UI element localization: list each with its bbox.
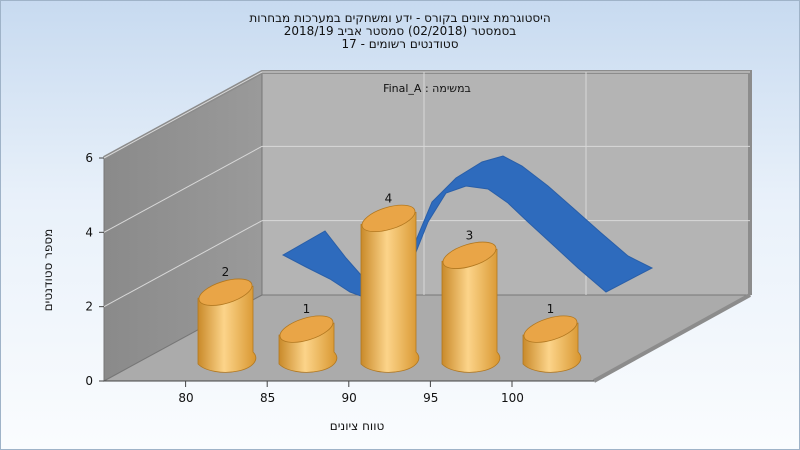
- bar-value-label: 3: [466, 228, 474, 242]
- floor-right-edge: [593, 293, 751, 383]
- bar-value-label: 1: [547, 302, 555, 316]
- gridline-left: [103, 71, 263, 159]
- y-tick-label: 0: [85, 374, 93, 388]
- bar-top: [279, 315, 334, 343]
- x-axis-title: טווח ציונים: [330, 419, 385, 433]
- bar: [197, 278, 257, 373]
- gridlines: [103, 71, 750, 308]
- task-annotation: במשימה : Final_A: [383, 82, 471, 95]
- bar-top: [361, 204, 416, 233]
- chart-title-line-1: היסטוגרמת ציונים בקורס - ידע ומשחקים במע…: [249, 11, 551, 25]
- chart-title-line-3: סטודנטים רשומים - 17: [341, 37, 459, 51]
- bar: [278, 315, 338, 373]
- y-axis-title: מספר סטודנטים: [41, 229, 55, 312]
- bar-top: [442, 241, 497, 269]
- bar: [441, 241, 501, 373]
- gridline-left: [103, 220, 263, 308]
- chart-title-line-2: בסמסטר (02/2018) סמסטר אביב 2018/19: [283, 24, 517, 38]
- labels: 2 1 4 3 1: [222, 191, 555, 316]
- bar: [522, 315, 582, 373]
- x-tick-label: 80: [178, 391, 193, 405]
- bar-top: [198, 278, 253, 306]
- gridline-left: [103, 145, 263, 233]
- bar-value-label: 2: [222, 265, 230, 279]
- bar-top: [523, 315, 578, 343]
- bar-value-label: 4: [385, 191, 393, 205]
- x-tick-label: 100: [501, 391, 524, 405]
- bar: [360, 204, 420, 373]
- y-tick-label: 2: [85, 300, 93, 314]
- bar-body: [360, 211, 420, 373]
- bars: [197, 204, 582, 373]
- x-tick-label: 95: [423, 391, 438, 405]
- x-tick-label: 90: [342, 391, 357, 405]
- bar-body: [197, 285, 257, 373]
- y-tick-label: 6: [85, 151, 93, 165]
- y-tick-label: 4: [85, 225, 93, 239]
- x-tick-label: 85: [260, 391, 275, 405]
- bar-body: [441, 248, 501, 373]
- bar-value-label: 1: [303, 302, 311, 316]
- axes: 0 2 4 6 80 85 90 95 100: [85, 151, 594, 405]
